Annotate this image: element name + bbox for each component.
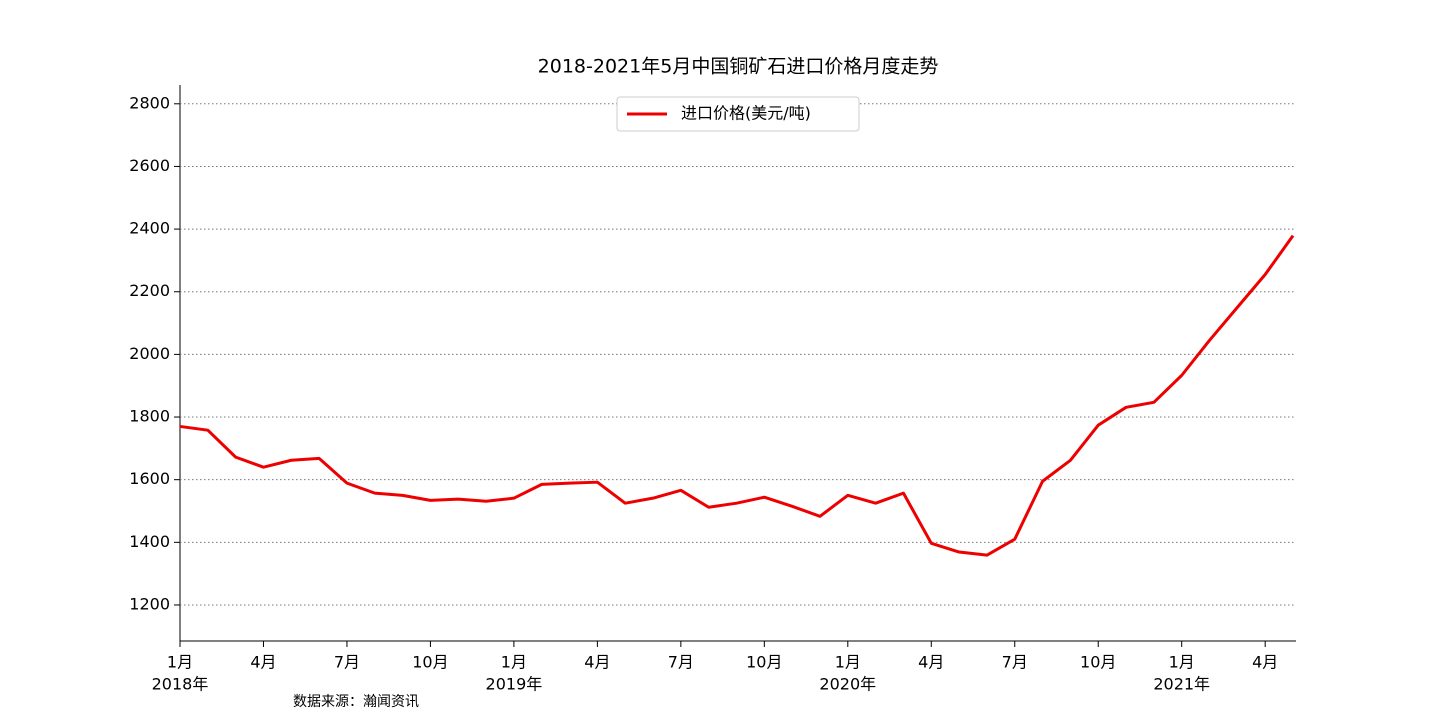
y-tick-label: 2200 — [129, 281, 170, 300]
x-tick-label: 4月 — [250, 653, 276, 672]
data-line — [179, 234, 1295, 557]
x-tick-label: 4月 — [918, 653, 944, 672]
y-tick-label: 1800 — [129, 407, 170, 426]
legend-label: 进口价格(美元/吨) — [681, 104, 811, 123]
x-tick-label: 1月 — [501, 653, 527, 672]
y-tick-label: 2600 — [129, 156, 170, 175]
x-tick-label: 4月 — [1252, 653, 1278, 672]
x-tick-label: 10月 — [1080, 653, 1116, 672]
x-tick-label: 7月 — [1002, 653, 1028, 672]
y-tick-label: 1400 — [129, 532, 170, 551]
source-note: 数据来源：瀚闻资讯 — [293, 694, 419, 710]
x-tick-label: 7月 — [668, 653, 694, 672]
x-year-label: 2018年 — [152, 675, 209, 694]
y-tick-label: 2400 — [129, 219, 170, 238]
legend-box — [616, 96, 860, 132]
x-tick-label: 10月 — [746, 653, 782, 672]
x-year-label: 2021年 — [1153, 675, 1210, 694]
x-tick-label: 10月 — [412, 653, 448, 672]
x-year-label: 2019年 — [486, 675, 543, 694]
y-tick-label: 1600 — [129, 469, 170, 488]
chart-title: 2018-2021年5月中国铜矿石进口价格月度走势 — [538, 56, 939, 78]
x-tick-label: 1月 — [167, 653, 193, 672]
y-tick-label: 2800 — [129, 93, 170, 112]
x-tick-label: 1月 — [835, 653, 861, 672]
x-tick-label: 7月 — [334, 653, 360, 672]
x-tick-label: 1月 — [1169, 653, 1195, 672]
y-tick-label: 2000 — [129, 344, 170, 363]
y-tick-label: 1200 — [129, 594, 170, 613]
x-year-label: 2020年 — [819, 675, 876, 694]
x-tick-label: 4月 — [584, 653, 610, 672]
